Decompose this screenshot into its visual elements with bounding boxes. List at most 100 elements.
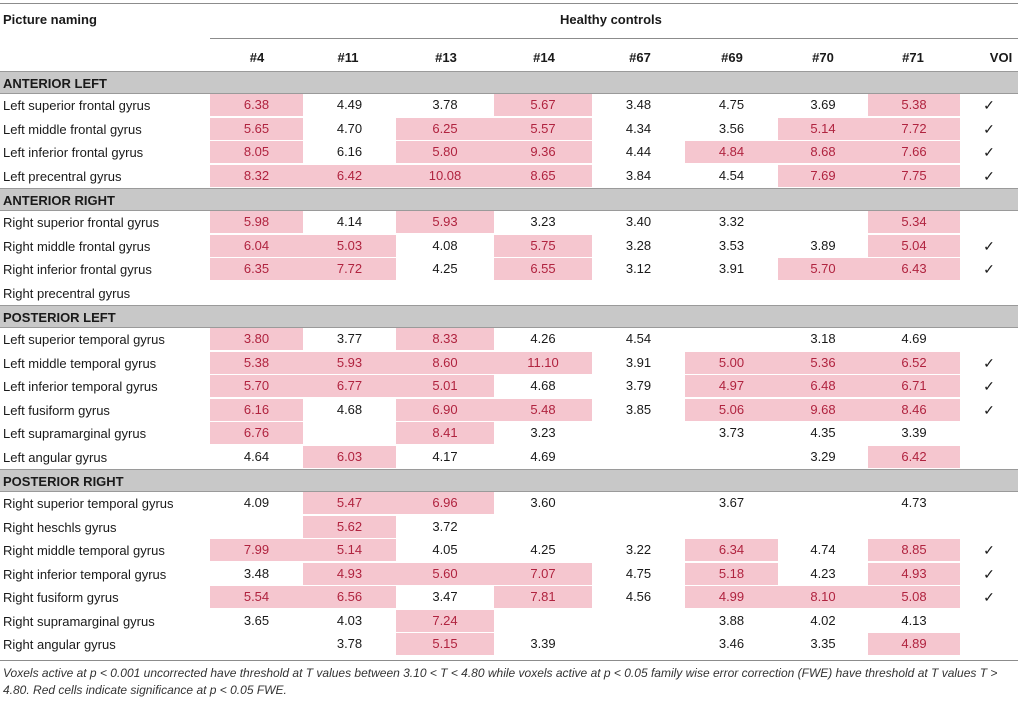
value-cell: 5.62 bbox=[303, 515, 396, 538]
value-cell: 6.77 bbox=[303, 375, 396, 397]
table-row: Left superior frontal gyrus 6.38 4.49 3.78 5… bbox=[0, 94, 1018, 118]
value-cell bbox=[396, 282, 494, 304]
table-row: Left superior temporal gyrus 3.80 3.77 8.33… bbox=[0, 328, 1018, 352]
voi-check: ✓ bbox=[983, 401, 995, 418]
value-cell: 4.84 bbox=[685, 141, 778, 163]
value-cell: 6.43 bbox=[868, 258, 960, 280]
region-name: Right middle temporal gyrus bbox=[3, 543, 165, 558]
value-cell: 5.01 bbox=[396, 375, 494, 397]
region-name: Left inferior frontal gyrus bbox=[3, 145, 144, 160]
section-header: ANTERIOR LEFT bbox=[0, 71, 1018, 94]
value-cell: 4.35 bbox=[810, 425, 836, 440]
section-title: POSTERIOR LEFT bbox=[3, 310, 116, 325]
value-cell: 4.49 bbox=[336, 97, 363, 112]
value-cell: 5.08 bbox=[868, 586, 960, 608]
value-cell bbox=[592, 610, 685, 632]
value-cell bbox=[210, 633, 303, 655]
table-title: Picture naming bbox=[3, 12, 97, 27]
table-row: Right superior frontal gyrus 5.98 4.14 5.93… bbox=[0, 211, 1018, 235]
voi-check: ✓ bbox=[983, 97, 995, 113]
value-cell: 3.18 bbox=[810, 331, 836, 346]
table-row: Left supramarginal gyrus 6.76 8.41 3.23 3.73… bbox=[0, 422, 1018, 446]
value-cell: 4.56 bbox=[625, 589, 652, 604]
value-cell: 4.05 bbox=[432, 542, 458, 557]
value-cell: 4.75 bbox=[718, 97, 745, 112]
column-header: #13 bbox=[435, 50, 457, 65]
voi-check bbox=[960, 211, 1018, 233]
value-cell bbox=[868, 282, 960, 304]
value-cell bbox=[303, 282, 396, 304]
table-row: Right fusiform gyrus 5.54 6.56 3.47 7.81 4.56… bbox=[0, 586, 1018, 610]
value-cell: 3.72 bbox=[432, 518, 458, 534]
value-cell: 4.68 bbox=[336, 401, 363, 417]
region-name: Right inferior temporal gyrus bbox=[3, 566, 167, 582]
section-title: ANTERIOR RIGHT bbox=[3, 193, 115, 208]
region-name: Right fusiform gyrus bbox=[3, 590, 119, 605]
value-cell bbox=[778, 492, 868, 514]
value-cell: 3.56 bbox=[718, 120, 745, 136]
value-cell: 5.80 bbox=[396, 141, 494, 163]
value-cell: 5.54 bbox=[210, 586, 303, 608]
column-header: #14 bbox=[533, 50, 555, 65]
value-cell: 3.84 bbox=[625, 167, 652, 183]
table-row: Right middle temporal gyrus 7.99 5.14 4.05 4… bbox=[0, 539, 1018, 563]
value-cell: 8.68 bbox=[778, 141, 868, 163]
table-row: Right inferior frontal gyrus 6.35 7.72 4.25… bbox=[0, 258, 1018, 282]
table-row: Right inferior temporal gyrus 3.48 4.93 5.6… bbox=[0, 562, 1018, 587]
value-cell: 3.65 bbox=[243, 612, 270, 628]
region-name: Left fusiform gyrus bbox=[3, 402, 110, 418]
region-name: Left precentral gyrus bbox=[3, 168, 122, 184]
table-row: Right precentral gyrus bbox=[0, 282, 1018, 306]
value-cell: 9.36 bbox=[494, 141, 592, 163]
value-cell bbox=[592, 492, 685, 514]
voi-check bbox=[960, 422, 1018, 444]
table-row: Right angular gyrus 3.78 5.15 3.39 3.46 3.35 4… bbox=[0, 633, 1018, 657]
table-row: Left precentral gyrus 8.32 6.42 10.08 8.65 3.… bbox=[0, 164, 1018, 189]
voi-check bbox=[960, 516, 1018, 538]
value-cell: 5.60 bbox=[396, 562, 494, 585]
value-cell: 8.85 bbox=[868, 539, 960, 561]
value-cell: 4.89 bbox=[868, 633, 960, 655]
value-cell: 5.70 bbox=[778, 258, 868, 280]
value-cell: 3.77 bbox=[336, 331, 363, 346]
value-cell: 5.06 bbox=[685, 398, 778, 421]
value-cell: 3.22 bbox=[625, 542, 652, 557]
column-header: #70 bbox=[812, 50, 834, 65]
value-cell: 4.17 bbox=[432, 448, 458, 464]
value-cell: 4.02 bbox=[810, 612, 836, 628]
value-cell: 5.14 bbox=[778, 117, 868, 140]
value-cell bbox=[494, 282, 592, 304]
value-cell bbox=[494, 516, 592, 538]
column-header: #67 bbox=[629, 50, 651, 65]
value-cell: 5.98 bbox=[210, 211, 303, 233]
value-cell: 9.68 bbox=[778, 398, 868, 421]
value-cell: 8.46 bbox=[868, 398, 960, 421]
value-cell: 6.96 bbox=[396, 492, 494, 514]
value-cell: 3.35 bbox=[810, 636, 836, 651]
value-cell: 4.44 bbox=[625, 144, 652, 159]
voi-check: ✓ bbox=[983, 237, 995, 254]
value-cell: 3.69 bbox=[810, 97, 836, 112]
value-cell: 6.42 bbox=[303, 164, 396, 187]
value-cell: 4.75 bbox=[625, 565, 652, 581]
region-name: Right angular gyrus bbox=[3, 637, 116, 652]
value-cell: 8.41 bbox=[396, 422, 494, 444]
value-cell bbox=[685, 328, 778, 350]
value-cell: 3.46 bbox=[718, 636, 745, 651]
value-cell: 4.64 bbox=[243, 448, 270, 464]
value-cell: 5.38 bbox=[210, 351, 303, 374]
value-cell: 3.28 bbox=[625, 237, 652, 253]
value-cell: 8.60 bbox=[396, 351, 494, 374]
table-row: Left middle temporal gyrus 5.38 5.93 8.60 11… bbox=[0, 351, 1018, 376]
value-cell: 7.66 bbox=[868, 141, 960, 163]
voi-check: ✓ bbox=[983, 354, 995, 371]
value-cell: 8.33 bbox=[396, 328, 494, 350]
value-cell: 6.04 bbox=[210, 234, 303, 257]
value-cell: 3.88 bbox=[718, 612, 745, 628]
value-cell: 3.23 bbox=[530, 425, 556, 440]
value-cell: 3.67 bbox=[718, 495, 745, 510]
value-cell: 5.47 bbox=[303, 492, 396, 514]
value-cell: 5.14 bbox=[303, 539, 396, 561]
value-cell: 3.53 bbox=[718, 237, 745, 253]
value-cell: 3.48 bbox=[625, 97, 652, 112]
